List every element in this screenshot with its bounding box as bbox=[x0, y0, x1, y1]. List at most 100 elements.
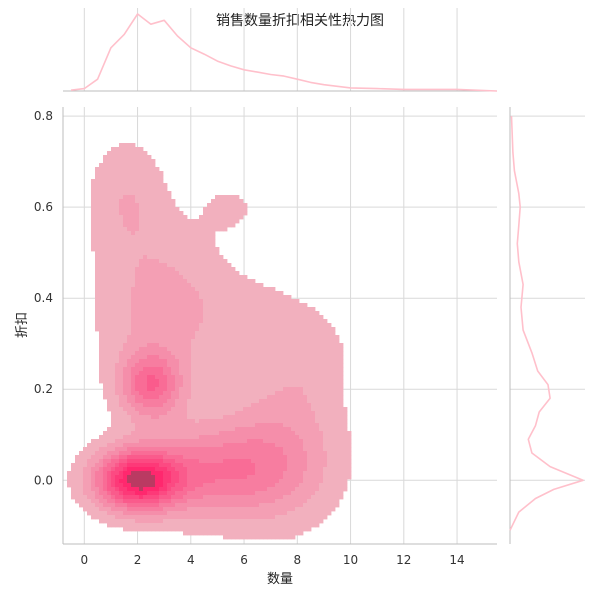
kde-cell bbox=[95, 243, 100, 248]
kde-cell bbox=[227, 423, 232, 428]
kde-cell bbox=[235, 371, 240, 376]
kde-cell bbox=[171, 283, 176, 288]
kde-cell bbox=[327, 355, 332, 360]
kde-cell bbox=[219, 403, 224, 408]
kde-cell bbox=[147, 347, 152, 352]
kde-cell bbox=[139, 155, 144, 160]
kde-cell bbox=[219, 531, 224, 536]
kde-cell bbox=[119, 499, 124, 504]
kde-cell bbox=[263, 299, 268, 304]
kde-cell bbox=[239, 431, 244, 436]
kde-cell bbox=[99, 231, 104, 236]
kde-cell bbox=[119, 147, 124, 152]
kde-cell bbox=[235, 347, 240, 352]
kde-cell bbox=[295, 531, 300, 536]
kde-cell bbox=[327, 435, 332, 440]
kde-cell bbox=[135, 451, 140, 456]
kde-cell bbox=[207, 355, 212, 360]
kde-cell bbox=[331, 351, 336, 356]
x-tick-label: 8 bbox=[293, 553, 301, 567]
kde-cell bbox=[295, 399, 300, 404]
kde-cell bbox=[259, 499, 264, 504]
kde-cell bbox=[215, 403, 220, 408]
kde-cell bbox=[307, 511, 312, 516]
kde-cell bbox=[135, 467, 140, 472]
kde-cell bbox=[319, 371, 324, 376]
kde-cell bbox=[239, 511, 244, 516]
kde-cell bbox=[283, 323, 288, 328]
kde-cell bbox=[99, 263, 104, 268]
kde-cell bbox=[215, 359, 220, 364]
kde-cell bbox=[163, 447, 168, 452]
kde-cell bbox=[99, 439, 104, 444]
kde-cell bbox=[215, 411, 220, 416]
kde-cell bbox=[199, 227, 204, 232]
kde-cell bbox=[267, 363, 272, 368]
kde-cell bbox=[139, 271, 144, 276]
kde-cell bbox=[135, 243, 140, 248]
kde-cell bbox=[275, 375, 280, 380]
kde-cell bbox=[315, 403, 320, 408]
kde-cell bbox=[203, 223, 208, 228]
kde-cell bbox=[151, 495, 156, 500]
kde-cell bbox=[219, 443, 224, 448]
kde-cell bbox=[119, 495, 124, 500]
kde-cell bbox=[143, 223, 148, 228]
kde-cell bbox=[131, 275, 136, 280]
kde-cell bbox=[175, 487, 180, 492]
kde-cell bbox=[127, 147, 132, 152]
kde-cell bbox=[171, 371, 176, 376]
kde-cell bbox=[95, 515, 100, 520]
kde-cell bbox=[295, 303, 300, 308]
kde-cell bbox=[115, 351, 120, 356]
kde-cell bbox=[271, 511, 276, 516]
kde-cell bbox=[207, 263, 212, 268]
kde-cell bbox=[155, 399, 160, 404]
kde-cell bbox=[103, 339, 108, 344]
kde-cell bbox=[175, 263, 180, 268]
kde-cell bbox=[203, 423, 208, 428]
kde-cell bbox=[331, 483, 336, 488]
kde-cell bbox=[191, 439, 196, 444]
kde-cell bbox=[143, 331, 148, 336]
kde-cell bbox=[179, 527, 184, 532]
kde-cell bbox=[123, 323, 128, 328]
kde-cell bbox=[135, 327, 140, 332]
kde-cell bbox=[243, 463, 248, 468]
kde-cell bbox=[187, 331, 192, 336]
kde-cell bbox=[259, 431, 264, 436]
kde-cell bbox=[107, 243, 112, 248]
kde-cell bbox=[199, 359, 204, 364]
kde-cell bbox=[287, 451, 292, 456]
kde-cell bbox=[203, 247, 208, 252]
kde-cell bbox=[123, 179, 128, 184]
kde-cell bbox=[295, 459, 300, 464]
kde-cell bbox=[167, 243, 172, 248]
kde-cell bbox=[211, 371, 216, 376]
kde-cell bbox=[79, 451, 84, 456]
kde-cell bbox=[159, 411, 164, 416]
kde-cell bbox=[155, 355, 160, 360]
kde-cell bbox=[251, 499, 256, 504]
kde-cell bbox=[271, 391, 276, 396]
kde-cell bbox=[243, 431, 248, 436]
kde-cell bbox=[119, 471, 124, 476]
kde-cell bbox=[219, 491, 224, 496]
kde-cell bbox=[107, 263, 112, 268]
kde-cell bbox=[227, 531, 232, 536]
kde-cell bbox=[119, 463, 124, 468]
kde-cell bbox=[103, 315, 108, 320]
kde-cell bbox=[335, 471, 340, 476]
kde-cell bbox=[207, 463, 212, 468]
kde-cell bbox=[159, 491, 164, 496]
kde-cell bbox=[259, 415, 264, 420]
kde-cell bbox=[155, 315, 160, 320]
kde-cell bbox=[187, 247, 192, 252]
kde-cell bbox=[151, 403, 156, 408]
kde-cell bbox=[199, 223, 204, 228]
kde-cell bbox=[315, 507, 320, 512]
kde-cell bbox=[267, 323, 272, 328]
kde-cell bbox=[267, 307, 272, 312]
kde-cell bbox=[163, 499, 168, 504]
kde-cell bbox=[147, 219, 152, 224]
